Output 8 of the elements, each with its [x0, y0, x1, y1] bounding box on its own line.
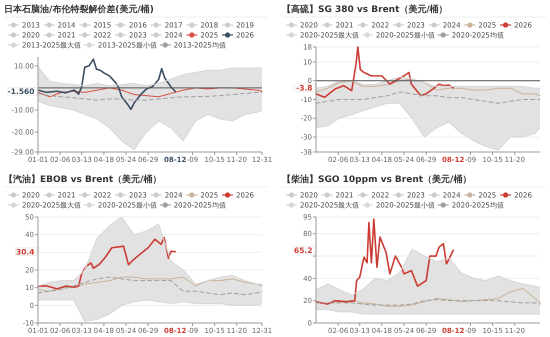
- chart-title: 【汽油】EBOB vs Brent（美元/桶）: [4, 174, 162, 185]
- line-series: [315, 218, 454, 305]
- line-series: [38, 276, 262, 292]
- chart-title: 【柴油】SGO 10ppm vs Brent（美元/桶）: [282, 174, 472, 185]
- chart-title: 【高硫】SG 380 vs Brent（美元/桶）: [282, 4, 448, 15]
- line-series: [37, 236, 176, 290]
- line-series: [315, 46, 454, 98]
- chart-title: 日本石脑油/布伦特裂解价差(美元/桶): [4, 4, 154, 15]
